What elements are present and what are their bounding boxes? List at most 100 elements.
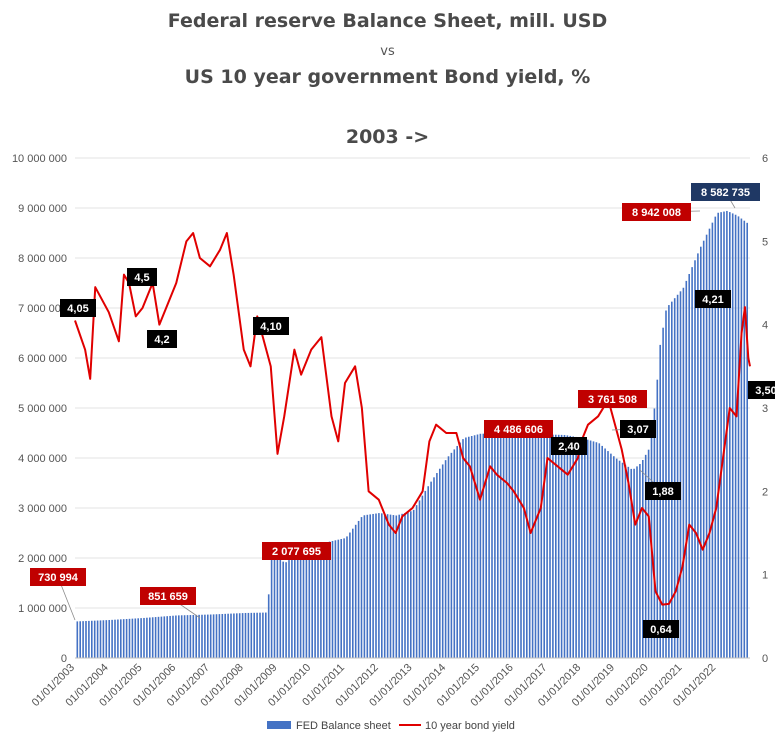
legend-bar-label: FED Balance sheet [296,720,391,732]
bar [676,294,679,658]
bar [140,618,142,658]
x-axis: 01/01/200301/01/200401/01/200501/01/2006… [30,657,750,709]
bar [601,445,603,658]
bar [633,468,635,658]
bar [450,452,453,658]
y-left-tick-label: 5 000 000 [18,403,67,415]
bar [505,433,508,658]
bar [212,614,215,658]
bar [282,561,284,658]
y-left-tick-label: 9 000 000 [18,203,67,215]
y-left-tick-label: 10 000 000 [12,153,67,165]
bar [644,454,647,658]
bar [476,434,479,658]
bar [523,434,525,658]
bar [679,291,682,658]
bar [241,613,244,658]
bar [218,614,221,658]
bar [305,548,308,658]
bar [157,616,160,658]
bar [337,539,340,658]
data-label-text: 4,5 [134,272,149,284]
bar [276,555,279,658]
y-left-tick-label: 1 000 000 [18,603,67,615]
data-label-text: 3,50 [755,385,775,397]
data-label-text: 2 077 695 [272,546,321,558]
bar [198,614,200,658]
bar [731,213,734,658]
bar [546,434,548,658]
bar [647,449,650,658]
bar [172,615,174,658]
bar [688,274,690,658]
data-label-box [551,437,587,455]
bar [671,301,673,658]
data-label-text: 2,40 [558,441,579,453]
bar [586,439,589,658]
bar [343,538,345,658]
y-right-tick-label: 4 [762,320,768,332]
data-label-box [127,268,157,286]
bar [436,473,438,658]
bar [514,434,516,658]
data-label-text: 4,21 [702,294,723,306]
bar [708,228,711,658]
bar [691,267,693,658]
bar [169,615,171,658]
data-label-text: 8 582 735 [701,187,750,199]
bar [79,621,81,658]
bar [485,433,487,658]
bar [659,344,661,658]
bar [746,222,748,658]
data-label-box [253,317,289,335]
bar [180,615,183,658]
bar [540,434,543,658]
data-label-box [645,482,681,500]
bar [630,468,632,658]
data-label-box [147,330,177,348]
bar [740,218,743,659]
bar [325,542,328,658]
line-series-path [74,232,751,606]
bar [537,434,540,658]
bar [694,260,696,658]
bar [328,541,331,658]
bar [128,618,131,658]
bar [291,557,293,658]
bar [93,620,96,658]
y-left-tick-label: 0 [61,653,67,665]
bar [366,514,369,658]
bar [163,616,166,658]
bar [99,620,102,658]
data-label-box [262,542,331,560]
bar [685,280,688,658]
bar [456,445,458,658]
bar [308,547,311,658]
legend-bar-swatch [267,721,291,729]
bar [215,614,218,658]
bar [302,550,305,658]
bar [151,617,154,658]
bar [714,216,717,658]
bar [221,613,224,658]
bar [531,434,534,658]
bar [125,618,128,658]
bar [250,612,253,658]
y-left-tick-label: 7 000 000 [18,303,67,315]
chart-title-vs: vs [380,44,395,59]
bar [262,612,264,658]
bar [488,433,490,658]
bar [389,514,392,658]
bar [717,212,719,658]
bar [415,505,418,658]
data-label-text: 0,64 [650,624,672,636]
y-right-tick-label: 3 [762,403,768,415]
bar [430,481,432,658]
right-axis: 0 1 2 3 4 5 6 [762,153,768,665]
bar [563,434,566,658]
bar [244,612,247,658]
bar [265,612,267,658]
bar [711,222,714,658]
bar [700,246,702,658]
left-axis: 0 1 000 000 2 000 000 3 000 000 4 000 000 5 0… [12,153,67,665]
